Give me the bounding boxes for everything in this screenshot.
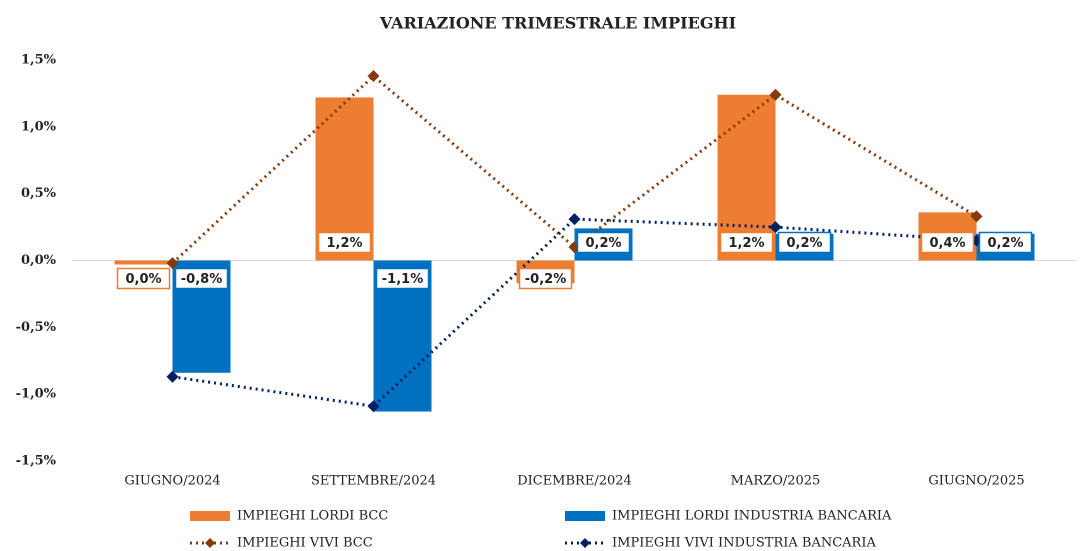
legend-marker <box>580 538 590 548</box>
x-tick-label: MARZO/2025 <box>731 474 821 489</box>
marker <box>769 88 782 101</box>
y-tick-label: -0,5% <box>16 320 57 335</box>
y-tick-label: 1,5% <box>21 53 57 68</box>
y-tick-label: -1,5% <box>16 454 57 469</box>
marker <box>166 257 179 270</box>
marker <box>769 221 782 234</box>
label-box <box>719 231 774 254</box>
legend-label: IMPIEGHI LORDI BCC <box>237 509 388 524</box>
data-label: -1,1% <box>382 272 423 287</box>
label-box <box>978 231 1033 254</box>
x-tick-label: SETTEMBRE/2024 <box>311 474 436 489</box>
label-box <box>576 231 631 254</box>
y-tick-label: 0,5% <box>21 186 57 201</box>
label-box <box>518 267 573 290</box>
marker <box>970 210 983 223</box>
label-box <box>317 231 372 254</box>
legend-swatch <box>565 511 605 521</box>
marker <box>367 400 380 413</box>
label-box <box>375 267 430 290</box>
data-label: 1,2% <box>326 236 362 251</box>
data-label: 0,2% <box>987 236 1023 251</box>
data-label: 0,2% <box>786 236 822 251</box>
label-box <box>174 267 229 290</box>
label-box <box>920 231 975 254</box>
data-label: 0,4% <box>929 236 965 251</box>
bar <box>114 260 173 265</box>
marker <box>568 213 581 226</box>
legend-label: IMPIEGHI VIVI BCC <box>237 536 373 551</box>
x-tick-label: DICEMBRE/2024 <box>517 474 632 489</box>
data-label: -0,8% <box>181 272 222 287</box>
legend-label: IMPIEGHI LORDI INDUSTRIA BANCARIA <box>612 509 892 524</box>
x-tick-label: GIUGNO/2024 <box>124 474 220 489</box>
legend-swatch <box>190 511 230 521</box>
data-label: -0,2% <box>525 272 566 287</box>
marker <box>367 70 380 83</box>
data-label: 0,2% <box>585 236 621 251</box>
legend-label: IMPIEGHI VIVI INDUSTRIA BANCARIA <box>612 536 876 551</box>
y-tick-label: 1,0% <box>21 119 57 134</box>
y-tick-label: -1,0% <box>16 387 57 402</box>
y-tick-label: 0,0% <box>21 253 57 268</box>
label-box <box>116 267 171 290</box>
label-box <box>777 231 832 254</box>
data-label: 0,0% <box>125 272 161 287</box>
marker <box>166 370 179 383</box>
chart-title: VARIAZIONE TRIMESTRALE IMPIEGHI <box>379 14 736 33</box>
legend-marker <box>205 538 215 548</box>
x-tick-label: GIUGNO/2025 <box>928 474 1024 489</box>
data-label: 1,2% <box>728 236 764 251</box>
